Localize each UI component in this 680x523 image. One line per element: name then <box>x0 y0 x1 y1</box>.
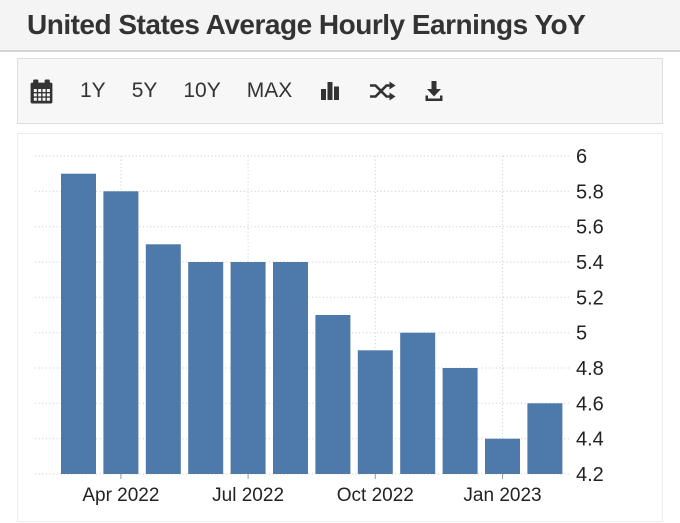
y-axis-label: 5.2 <box>576 287 604 309</box>
y-axis-label: 5.6 <box>576 217 604 239</box>
bar-chart-type-icon <box>321 82 340 100</box>
chart-bar[interactable]: May 2022: 5.5 <box>145 244 181 474</box>
y-axis-label: 4.4 <box>576 429 604 451</box>
chart-bar[interactable]: Aug 2022: 5.4 <box>273 262 308 474</box>
download-button[interactable] <box>422 79 446 103</box>
range-button-5y[interactable]: 5Y <box>131 79 158 102</box>
chart-title-bar: United States Average Hourly Earnings Yo… <box>0 0 680 52</box>
x-axis-label: Jan 2023 <box>463 485 541 506</box>
range-button-1y[interactable]: 1Y <box>80 79 106 102</box>
chart-bar[interactable]: Jan 2023: 4.4 <box>485 438 520 474</box>
chart-bar[interactable]: Jul 2022: 5.4 <box>230 262 266 474</box>
chart-bar[interactable]: Feb 2023: 4.6 <box>527 403 563 474</box>
download-icon <box>425 81 443 101</box>
y-axis-label: 6 <box>576 146 587 168</box>
chart-bar[interactable]: Jun 2022: 5.4 <box>188 262 224 474</box>
compare-button[interactable] <box>368 79 396 103</box>
calendar-icon <box>30 79 53 103</box>
chart-toolbar: 1Y 5Y 10Y MAX <box>17 58 663 124</box>
chart-bar[interactable]: Oct 2022: 4.9 <box>357 350 393 474</box>
chart-bar[interactable]: Nov 2022: 5 <box>400 332 436 474</box>
earnings-bar-chart[interactable]: 4.2 4.4 4.6 4.8 5 5.2 5.4 5.6 5.8 6 Apr 2022 Jul 20… <box>18 134 662 521</box>
x-axis-label: Apr 2022 <box>82 485 159 506</box>
x-axis-label: Oct 2022 <box>337 485 414 506</box>
y-axis-label: 4.6 <box>576 393 604 415</box>
chart-type-button[interactable] <box>318 79 342 103</box>
calendar-button[interactable] <box>29 78 54 105</box>
y-axis-label: 5 <box>576 323 587 345</box>
y-axis-label: 4.2 <box>576 464 604 486</box>
chart-bar[interactable]: Apr 2022: 5.8 <box>103 191 139 475</box>
chart-bar[interactable]: Mar 2022: 5.9 <box>61 173 96 474</box>
page-title: United States Average Hourly Earnings Yo… <box>27 9 586 40</box>
range-button-max[interactable]: MAX <box>246 79 293 102</box>
shuffle-compare-icon <box>370 81 396 101</box>
chart-bar[interactable]: Dec 2022: 4.8 <box>442 368 478 474</box>
y-axis-label: 5.8 <box>576 181 604 203</box>
x-axis-label: Jul 2022 <box>212 485 284 506</box>
range-button-10y[interactable]: 10Y <box>183 79 221 102</box>
y-axis-label: 4.8 <box>576 358 604 380</box>
chart-bar[interactable]: Sep 2022: 5.1 <box>315 315 351 474</box>
chart-container: 4.2 4.4 4.6 4.8 5 5.2 5.4 5.6 5.8 6 Apr 2022 Jul 20… <box>17 133 663 522</box>
y-axis-label: 5.4 <box>576 252 604 274</box>
